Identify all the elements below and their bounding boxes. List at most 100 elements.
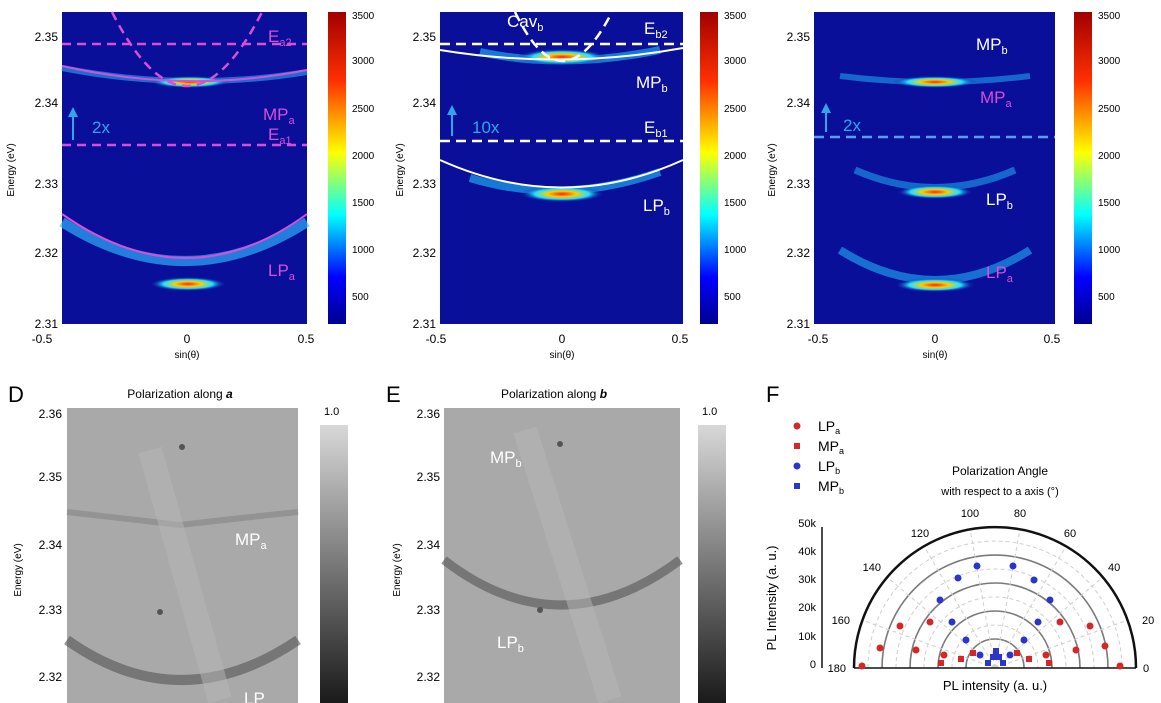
grid-ring-30k <box>909 582 1081 669</box>
point-mpa <box>1014 650 1020 656</box>
grid-spoke-120 <box>923 545 996 669</box>
angle-tick-180: 180 <box>828 663 846 675</box>
panel-b-arrow-head <box>447 105 457 115</box>
point-lpa <box>926 618 934 626</box>
polar-outer-ring <box>852 525 1138 669</box>
panel-c-y-axis-label: Energy (eV) <box>767 143 778 196</box>
panel-b-xtick-0: -0.5 <box>426 332 447 346</box>
panel-c-cbar-tick-0: 3500 <box>1098 11 1121 22</box>
panel-c-xtick-1: 0 <box>932 332 939 346</box>
point-mpb <box>996 654 1002 660</box>
point-lpb <box>962 636 970 644</box>
series-lpb <box>936 562 1054 659</box>
panel-a-xtick-2: 0.5 <box>298 332 315 346</box>
grid-ring-dashed-1 <box>867 540 1123 669</box>
point-lpb <box>976 651 984 659</box>
panel-f-title-line1: Polarization Angle <box>952 464 1048 478</box>
panel-d-letter: D <box>8 382 24 407</box>
point-lpa <box>1101 642 1109 650</box>
panel-e-defect-2 <box>537 607 543 613</box>
point-mpa <box>1026 656 1032 662</box>
point-lpa <box>1042 651 1050 659</box>
point-mpb <box>993 648 999 654</box>
point-lpa <box>912 646 920 654</box>
panel-c-xtick-2: 0.5 <box>1044 332 1061 346</box>
point-lpb <box>1046 596 1054 604</box>
legend-lpb-marker <box>793 462 801 470</box>
panel-c-colorbar <box>1074 12 1092 324</box>
panel-e-ytick-0: 2.36 <box>417 407 441 421</box>
panel-c: 2x MPb MPa LPb LPa 2.35 2.34 2.33 2.32 2… <box>767 11 1121 361</box>
panel-b-colorbar <box>700 12 718 324</box>
panel-c-cbar-tick-2: 2500 <box>1098 104 1121 115</box>
panel-d-y-axis-label: Energy (eV) <box>13 543 24 596</box>
grid-spoke-100 <box>969 528 996 669</box>
panel-c-mpa-hotspot <box>893 76 977 88</box>
panel-a-cavity-line <box>110 11 264 87</box>
panel-a-cbar-tick-2: 2500 <box>352 104 375 115</box>
legend-lpb-label: LPb <box>818 458 840 476</box>
point-lpa <box>1056 618 1064 626</box>
panel-c-lpa-hotspot <box>895 278 975 292</box>
point-mpa <box>958 656 964 662</box>
panel-a-lp-hotspot <box>150 277 226 291</box>
panel-e-title: Polarization along b <box>501 387 607 401</box>
panel-a-ytick-1: 2.34 <box>35 96 59 110</box>
legend-lpa-marker <box>793 422 801 430</box>
panel-a-lpa-label: LPa <box>268 261 296 283</box>
point-lpb <box>973 562 981 570</box>
angle-tick-160: 160 <box>832 615 850 627</box>
panel-b-ytick-1: 2.34 <box>413 96 437 110</box>
panel-a-mpa-label: MPa <box>263 105 296 127</box>
radial-tick-0: 0 <box>810 659 816 671</box>
legend-mpb-marker <box>794 483 800 489</box>
panel-c-cbar-tick-1: 3000 <box>1098 56 1121 67</box>
panel-d-lp-label: LP <box>244 689 265 703</box>
panel-a-cbar-tick-6: 500 <box>352 292 369 303</box>
panel-d-colorbar <box>320 425 348 703</box>
panel-b-lpb-label: LPb <box>643 196 670 218</box>
panel-b-mpb-label: MPb <box>636 73 668 95</box>
grid-ring-dashed-4 <box>951 624 1039 669</box>
point-mpb <box>990 654 996 660</box>
point-lpb <box>1034 618 1042 626</box>
grid-ring-dashed-2 <box>895 568 1095 669</box>
panel-b-cbar-tick-3: 2000 <box>724 151 747 162</box>
grid-spoke-80 <box>994 528 1021 669</box>
panel-b-xtick-1: 0 <box>559 332 566 346</box>
grid-ring-10k <box>965 638 1025 669</box>
grid-ring-dashed-3 <box>923 596 1067 669</box>
panel-e-defect-1 <box>557 441 563 447</box>
angle-tick-40: 40 <box>1108 562 1120 574</box>
point-lpa <box>876 644 884 652</box>
panel-a-arrow-head <box>68 107 78 117</box>
panel-b-eb1-label: Eb1 <box>644 118 668 140</box>
panel-b-cbar-tick-4: 1500 <box>724 198 747 209</box>
point-lpb <box>1030 576 1038 584</box>
point-lpb <box>936 596 944 604</box>
panel-d-ytick-0: 2.36 <box>39 407 63 421</box>
panel-d-mpa-label: MPa <box>235 530 268 552</box>
panel-a-xtick-0: -0.5 <box>32 332 53 346</box>
panel-c-cbar-tick-6: 500 <box>1098 292 1115 303</box>
panel-d-title: Polarization along a <box>127 387 233 401</box>
point-mpb <box>985 660 991 666</box>
panel-e-ytick-2: 2.34 <box>417 538 441 552</box>
grid-ring-20k <box>937 610 1053 669</box>
panel-c-mpa-label: MPa <box>980 88 1013 110</box>
panel-b-scale-label: 10x <box>472 118 500 137</box>
panel-a-cbar-tick-0: 3500 <box>352 11 375 22</box>
panel-c-xtick-0: -0.5 <box>808 332 829 346</box>
panel-a-heatmap <box>62 12 307 324</box>
panel-d-lp-feature <box>64 635 301 685</box>
point-lpb <box>1020 636 1028 644</box>
panel-a-scale-label: 2x <box>92 118 110 137</box>
polar-grid <box>852 525 1138 669</box>
panel-b-y-axis-label: Energy (eV) <box>395 143 406 196</box>
panel-d-colorbar-top: 1.0 <box>324 406 339 418</box>
panel-d-streak <box>138 446 232 703</box>
point-lpb <box>1006 651 1014 659</box>
grid-spoke-160 <box>861 619 996 669</box>
radial-tick-40k: 40k <box>798 546 816 558</box>
